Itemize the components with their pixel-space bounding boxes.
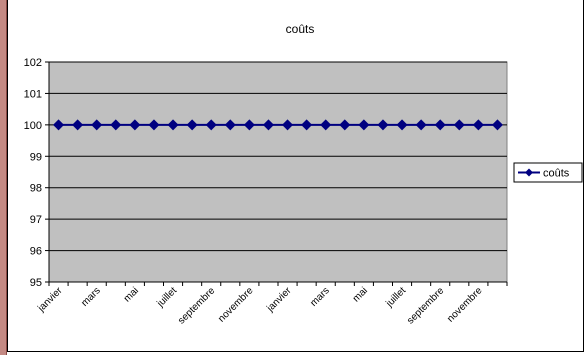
x-tick-label: novembre bbox=[445, 285, 485, 325]
data-point bbox=[53, 119, 65, 131]
x-tick-label: septembre bbox=[176, 285, 217, 326]
y-tick-label: 96 bbox=[30, 246, 42, 258]
y-tick-label: 95 bbox=[30, 277, 42, 289]
data-point bbox=[243, 119, 255, 131]
x-tick-label: juillet bbox=[155, 285, 180, 310]
y-tick-label: 102 bbox=[24, 57, 42, 69]
y-tick-label: 100 bbox=[24, 120, 42, 132]
x-tick-label: janvier bbox=[35, 285, 65, 315]
y-tick-label: 97 bbox=[30, 214, 42, 226]
x-tick-label: septembre bbox=[405, 285, 446, 326]
data-point bbox=[453, 119, 465, 131]
data-point bbox=[377, 119, 389, 131]
data-point bbox=[491, 119, 503, 131]
legend-box bbox=[513, 162, 583, 183]
data-point bbox=[396, 119, 408, 131]
data-point bbox=[472, 119, 484, 131]
x-tick-label: novembre bbox=[216, 285, 256, 325]
data-point bbox=[358, 119, 370, 131]
data-point bbox=[262, 119, 274, 131]
data-point bbox=[224, 119, 236, 131]
x-tick-label: mai bbox=[351, 285, 370, 304]
x-tick-label: mai bbox=[122, 285, 141, 304]
window-edge bbox=[0, 0, 7, 355]
data-point bbox=[301, 119, 313, 131]
data-point bbox=[282, 119, 294, 131]
y-tick-label: 99 bbox=[30, 151, 42, 163]
chart-title: coûts bbox=[286, 22, 315, 36]
x-tick-label: mars bbox=[308, 285, 332, 309]
legend-label: coûts bbox=[543, 168, 570, 180]
x-tick-label: mars bbox=[79, 285, 103, 309]
data-point bbox=[339, 119, 351, 131]
legend-marker bbox=[525, 168, 533, 177]
data-point bbox=[167, 119, 179, 131]
data-point bbox=[205, 119, 217, 131]
y-tick-label: 98 bbox=[30, 183, 42, 195]
x-tick-label: janvier bbox=[264, 285, 294, 315]
data-point bbox=[148, 119, 160, 131]
data-point bbox=[415, 119, 427, 131]
data-point bbox=[320, 119, 332, 131]
data-point bbox=[110, 119, 122, 131]
data-point bbox=[434, 119, 446, 131]
data-point bbox=[91, 119, 103, 131]
x-tick-label: juillet bbox=[384, 285, 409, 310]
data-point bbox=[129, 119, 141, 131]
y-tick-label: 101 bbox=[24, 88, 42, 100]
data-point bbox=[186, 119, 198, 131]
plot-area bbox=[48, 61, 508, 283]
data-point bbox=[72, 119, 84, 131]
